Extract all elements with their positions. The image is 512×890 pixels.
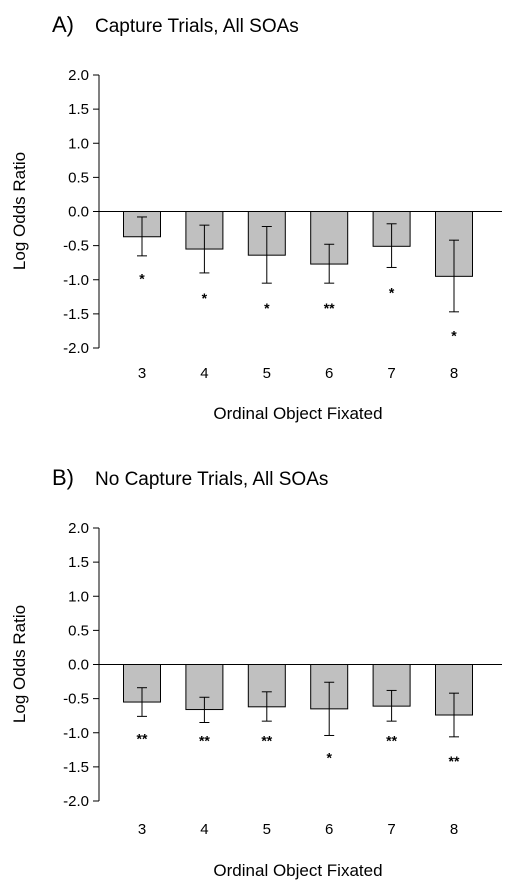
panel-b-x-tick-label: 8 bbox=[450, 821, 458, 838]
panel-b: B) No Capture Trials, All SOAs Log Odds … bbox=[10, 465, 502, 880]
panel-a-y-tick-label: 1.5 bbox=[68, 101, 89, 118]
panel-b-title: No Capture Trials, All SOAs bbox=[95, 469, 328, 490]
panel-b-x-tick-label: 6 bbox=[325, 821, 333, 838]
panel-b-y-tick-label: 2.0 bbox=[68, 520, 89, 537]
panel-a-significance-label: * bbox=[389, 284, 395, 300]
panel-a-y-tick-label: -0.5 bbox=[63, 238, 89, 255]
panel-a-title: Capture Trials, All SOAs bbox=[95, 16, 299, 37]
panel-b-y-tick-label: 1.0 bbox=[68, 588, 89, 605]
panel-b-x-tick-label: 7 bbox=[387, 821, 395, 838]
panel-b-x-axis-label: Ordinal Object Fixated bbox=[213, 861, 382, 880]
panel-a-significance-label: * bbox=[202, 290, 208, 306]
panel-b-significance-label: ** bbox=[137, 731, 148, 747]
panel-b-y-axis-label: Log Odds Ratio bbox=[10, 605, 29, 723]
panel-b-significance-label: ** bbox=[449, 753, 460, 769]
panel-b-x-tick-label: 5 bbox=[263, 821, 271, 838]
panel-b-significance-label: ** bbox=[199, 733, 210, 749]
panel-b-letter: B) bbox=[52, 465, 74, 490]
panel-a-x-tick-label: 8 bbox=[450, 365, 458, 382]
panel-b-y-tick-label: 1.5 bbox=[68, 554, 89, 571]
panel-b-y-tick-label: 0.0 bbox=[68, 657, 89, 674]
panel-a-y-axis-label: Log Odds Ratio bbox=[10, 152, 29, 270]
panel-a-y-tick-label: 0.0 bbox=[68, 204, 89, 221]
panel-b-x-tick-label: 3 bbox=[138, 821, 146, 838]
panel-a-y-tick-label: 2.0 bbox=[68, 67, 89, 84]
panel-a-x-tick-label: 5 bbox=[263, 365, 271, 382]
panel-b-y-tick-label: -1.0 bbox=[63, 725, 89, 742]
panel-a-y-tick-label: 1.0 bbox=[68, 135, 89, 152]
panel-a-x-tick-label: 6 bbox=[325, 365, 333, 382]
panel-a-y-tick-label: -2.0 bbox=[63, 340, 89, 357]
panel-a-plot: 2.01.51.00.50.0-0.5-1.0-1.5-2.0*3*4*5**6… bbox=[63, 67, 502, 382]
panel-b-y-tick-label: -2.0 bbox=[63, 793, 89, 810]
panel-a-x-tick-label: 4 bbox=[200, 365, 208, 382]
panel-b-x-tick-label: 4 bbox=[200, 821, 208, 838]
panel-a-x-tick-label: 3 bbox=[138, 365, 146, 382]
panel-b-y-tick-label: -1.5 bbox=[63, 759, 89, 776]
panel-a: A) Capture Trials, All SOAs Log Odds Rat… bbox=[10, 12, 502, 423]
panel-a-significance-label: * bbox=[264, 300, 270, 316]
panel-a-x-axis-label: Ordinal Object Fixated bbox=[213, 404, 382, 423]
panel-b-y-tick-label: 0.5 bbox=[68, 622, 89, 639]
panel-a-y-tick-label: -1.0 bbox=[63, 272, 89, 289]
panel-b-y-tick-label: -0.5 bbox=[63, 691, 89, 708]
panel-a-significance-label: * bbox=[451, 327, 457, 343]
panel-a-significance-label: ** bbox=[324, 300, 335, 316]
panel-b-plot: 2.0 1.5 1.0 0.5 0.0 -0.5 -1.0 -1.5 -2.0 ** 3 ** 4 ** 5… bbox=[63, 520, 502, 838]
panel-a-y-tick-label: -1.5 bbox=[63, 306, 89, 323]
panel-b-significance-label: ** bbox=[386, 733, 397, 749]
panel-a-x-tick-label: 7 bbox=[387, 365, 395, 382]
panel-b-significance-label: * bbox=[326, 750, 332, 766]
panel-a-significance-label: * bbox=[139, 271, 145, 287]
panel-a-y-tick-label: 0.5 bbox=[68, 169, 89, 186]
panel-b-significance-label: ** bbox=[261, 733, 272, 749]
panel-a-letter: A) bbox=[52, 12, 74, 37]
